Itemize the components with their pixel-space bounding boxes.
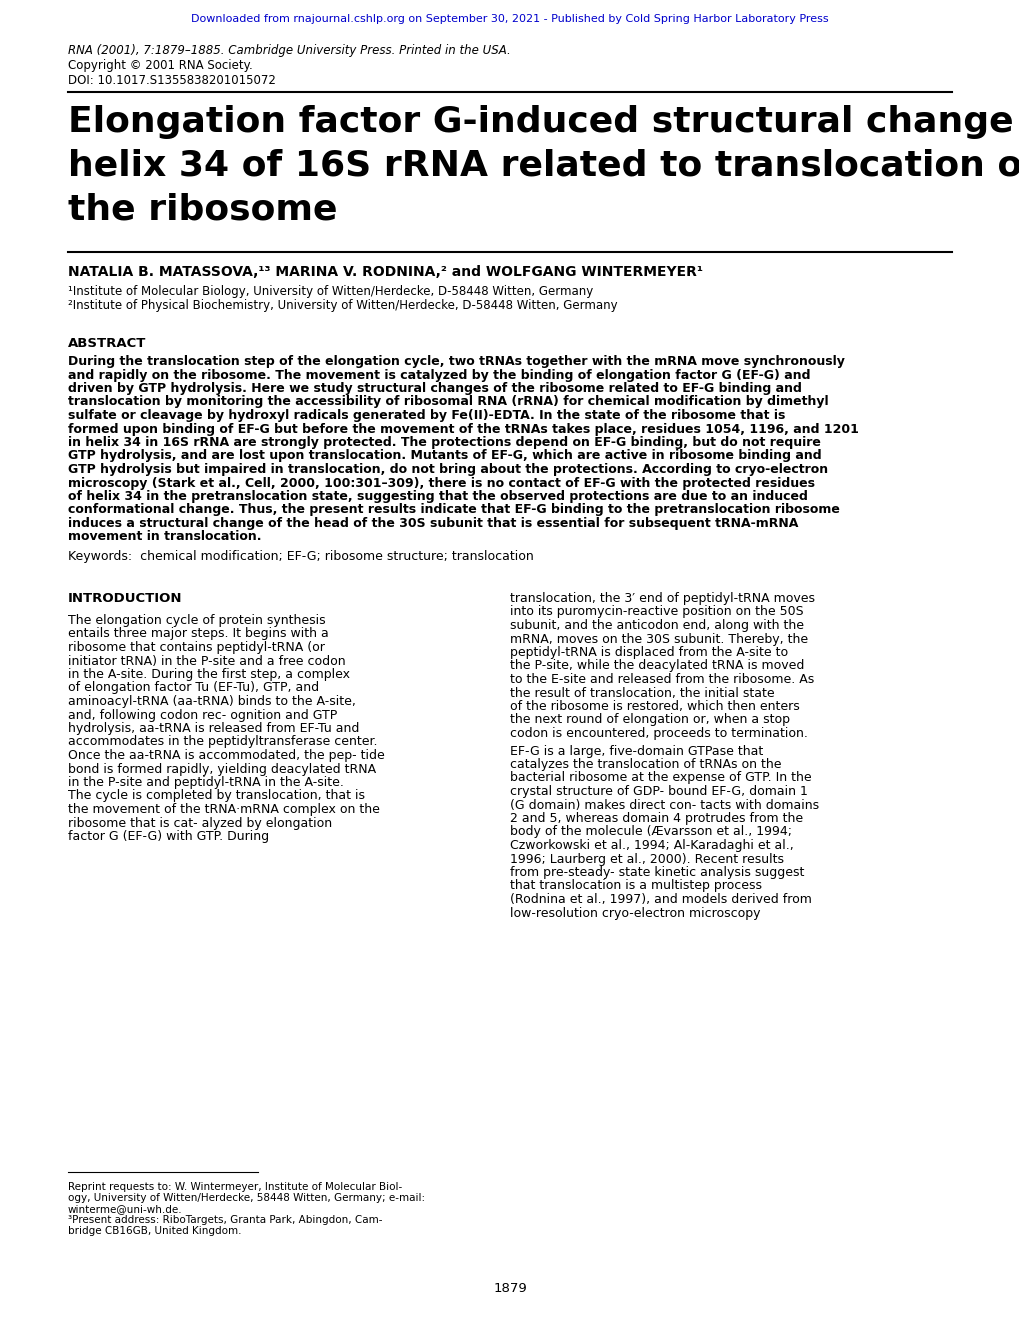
Text: hydrolysis, aa-tRNA is released from EF-Tu and: hydrolysis, aa-tRNA is released from EF-… [68, 722, 359, 735]
Text: and, following codon rec- ognition and GTP: and, following codon rec- ognition and G… [68, 709, 337, 722]
Text: aminoacyl-tRNA (aa-tRNA) binds to the A-site,: aminoacyl-tRNA (aa-tRNA) binds to the A-… [68, 696, 356, 708]
Text: GTP hydrolysis but impaired in translocation, do not bring about the protections: GTP hydrolysis but impaired in transloca… [68, 463, 827, 477]
Text: peptidyl-tRNA is displaced from the A-site to: peptidyl-tRNA is displaced from the A-si… [510, 645, 788, 659]
Text: Czworkowski et al., 1994; Al-Karadaghi et al.,: Czworkowski et al., 1994; Al-Karadaghi e… [510, 840, 793, 851]
Text: the ribosome: the ribosome [68, 193, 337, 227]
Text: the next round of elongation or, when a stop: the next round of elongation or, when a … [510, 714, 790, 726]
Text: microscopy (Stark et al., Cell, 2000, 100:301–309), there is no contact of EF-G : microscopy (Stark et al., Cell, 2000, 10… [68, 477, 814, 490]
Text: helix 34 of 16S rRNA related to translocation on: helix 34 of 16S rRNA related to transloc… [68, 149, 1019, 183]
Text: of helix 34 in the pretranslocation state, suggesting that the observed protecti: of helix 34 in the pretranslocation stat… [68, 490, 807, 503]
Text: crystal structure of GDP- bound EF-G, domain 1: crystal structure of GDP- bound EF-G, do… [510, 785, 807, 799]
Text: (Rodnina et al., 1997), and models derived from: (Rodnina et al., 1997), and models deriv… [510, 894, 811, 906]
Text: The elongation cycle of protein synthesis: The elongation cycle of protein synthesi… [68, 614, 325, 627]
Text: bacterial ribosome at the expense of GTP. In the: bacterial ribosome at the expense of GTP… [510, 771, 811, 784]
Text: 1996; Laurberg et al., 2000). Recent results: 1996; Laurberg et al., 2000). Recent res… [510, 853, 784, 866]
Text: in the A-site. During the first step, a complex: in the A-site. During the first step, a … [68, 668, 350, 681]
Text: subunit, and the anticodon end, along with the: subunit, and the anticodon end, along wi… [510, 619, 803, 632]
Text: the P-site, while the deacylated tRNA is moved: the P-site, while the deacylated tRNA is… [510, 660, 804, 672]
Text: Elongation factor G-induced structural change in: Elongation factor G-induced structural c… [68, 106, 1019, 139]
Text: EF-G is a large, five-domain GTPase that: EF-G is a large, five-domain GTPase that [510, 744, 762, 758]
Text: catalyzes the translocation of tRNAs on the: catalyzes the translocation of tRNAs on … [510, 758, 781, 771]
Text: ³Present address: RiboTargets, Granta Park, Abingdon, Cam-: ³Present address: RiboTargets, Granta Pa… [68, 1214, 382, 1225]
Text: The cycle is completed by translocation, that is: The cycle is completed by translocation,… [68, 789, 365, 803]
Text: low-resolution cryo-electron microscopy: low-resolution cryo-electron microscopy [510, 907, 760, 920]
Text: RNA (2001), 7:1879–1885. Cambridge University Press. Printed in the USA.: RNA (2001), 7:1879–1885. Cambridge Unive… [68, 44, 511, 57]
Text: movement in translocation.: movement in translocation. [68, 531, 261, 544]
Text: (G domain) makes direct con- tacts with domains: (G domain) makes direct con- tacts with … [510, 799, 818, 812]
Text: driven by GTP hydrolysis. Here we study structural changes of the ribosome relat: driven by GTP hydrolysis. Here we study … [68, 381, 801, 395]
Text: and rapidly on the ribosome. The movement is catalyzed by the binding of elongat: and rapidly on the ribosome. The movemen… [68, 368, 810, 381]
Text: Downloaded from rnajournal.cshlp.org on September 30, 2021 - Published by Cold S: Downloaded from rnajournal.cshlp.org on … [191, 15, 828, 24]
Text: initiator tRNA) in the P-site and a free codon: initiator tRNA) in the P-site and a free… [68, 655, 345, 668]
Text: winterme@uni-wh.de.: winterme@uni-wh.de. [68, 1204, 182, 1214]
Text: ribosome that contains peptidyl-tRNA (or: ribosome that contains peptidyl-tRNA (or [68, 642, 325, 653]
Text: 2 and 5, whereas domain 4 protrudes from the: 2 and 5, whereas domain 4 protrudes from… [510, 812, 802, 825]
Text: formed upon binding of EF-G but before the movement of the tRNAs takes place, re: formed upon binding of EF-G but before t… [68, 422, 858, 436]
Text: mRNA, moves on the 30S subunit. Thereby, the: mRNA, moves on the 30S subunit. Thereby,… [510, 632, 807, 645]
Text: the result of translocation, the initial state: the result of translocation, the initial… [510, 686, 773, 700]
Text: translocation, the 3′ end of peptidyl-tRNA moves: translocation, the 3′ end of peptidyl-tR… [510, 591, 814, 605]
Text: factor G (EF-G) with GTP. During: factor G (EF-G) with GTP. During [68, 830, 269, 843]
Text: DOI: 10.1017.S1355838201015072: DOI: 10.1017.S1355838201015072 [68, 74, 275, 87]
Text: GTP hydrolysis, and are lost upon translocation. Mutants of EF-G, which are acti: GTP hydrolysis, and are lost upon transl… [68, 450, 821, 462]
Text: bond is formed rapidly, yielding deacylated tRNA: bond is formed rapidly, yielding deacyla… [68, 763, 376, 776]
Text: conformational change. Thus, the present results indicate that EF-G binding to t: conformational change. Thus, the present… [68, 503, 839, 516]
Text: Keywords:  chemical modification; EF-G; ribosome structure; translocation: Keywords: chemical modification; EF-G; r… [68, 550, 533, 564]
Text: accommodates in the peptidyltransferase center.: accommodates in the peptidyltransferase … [68, 735, 377, 748]
Text: sulfate or cleavage by hydroxyl radicals generated by Fe(II)-EDTA. In the state : sulfate or cleavage by hydroxyl radicals… [68, 409, 785, 422]
Text: ogy, University of Witten/Herdecke, 58448 Witten, Germany; e-mail:: ogy, University of Witten/Herdecke, 5844… [68, 1193, 425, 1203]
Text: from pre-steady- state kinetic analysis suggest: from pre-steady- state kinetic analysis … [510, 866, 804, 879]
Text: to the E-site and released from the ribosome. As: to the E-site and released from the ribo… [510, 673, 813, 686]
Text: Copyright © 2001 RNA Society.: Copyright © 2001 RNA Society. [68, 59, 253, 73]
Text: ¹Institute of Molecular Biology, University of Witten/Herdecke, D-58448 Witten, : ¹Institute of Molecular Biology, Univers… [68, 285, 593, 298]
Text: into its puromycin-reactive position on the 50S: into its puromycin-reactive position on … [510, 606, 803, 619]
Text: translocation by monitoring the accessibility of ribosomal RNA (rRNA) for chemic: translocation by monitoring the accessib… [68, 396, 827, 408]
Text: in helix 34 in 16S rRNA are strongly protected. The protections depend on EF-G b: in helix 34 in 16S rRNA are strongly pro… [68, 436, 820, 449]
Text: 1879: 1879 [492, 1282, 527, 1295]
Text: INTRODUCTION: INTRODUCTION [68, 591, 182, 605]
Text: body of the molecule (Ævarsson et al., 1994;: body of the molecule (Ævarsson et al., 1… [510, 825, 791, 838]
Text: entails three major steps. It begins with a: entails three major steps. It begins wit… [68, 627, 328, 640]
Text: ribosome that is cat- alyzed by elongation: ribosome that is cat- alyzed by elongati… [68, 817, 332, 829]
Text: During the translocation step of the elongation cycle, two tRNAs together with t: During the translocation step of the elo… [68, 355, 844, 368]
Text: Once the aa-tRNA is accommodated, the pep- tide: Once the aa-tRNA is accommodated, the pe… [68, 748, 384, 762]
Text: Reprint requests to: W. Wintermeyer, Institute of Molecular Biol-: Reprint requests to: W. Wintermeyer, Ins… [68, 1181, 401, 1192]
Text: of elongation factor Tu (EF-Tu), GTP, and: of elongation factor Tu (EF-Tu), GTP, an… [68, 681, 319, 694]
Text: of the ribosome is restored, which then enters: of the ribosome is restored, which then … [510, 700, 799, 713]
Text: codon is encountered, proceeds to termination.: codon is encountered, proceeds to termin… [510, 727, 807, 741]
Text: ABSTRACT: ABSTRACT [68, 337, 147, 350]
Text: NATALIA B. MATASSOVA,¹³ MARINA V. RODNINA,² and WOLFGANG WINTERMEYER¹: NATALIA B. MATASSOVA,¹³ MARINA V. RODNIN… [68, 265, 702, 279]
Text: bridge CB16GB, United Kingdom.: bridge CB16GB, United Kingdom. [68, 1226, 242, 1236]
Text: induces a structural change of the head of the 30S subunit that is essential for: induces a structural change of the head … [68, 517, 798, 531]
Text: that translocation is a multistep process: that translocation is a multistep proces… [510, 879, 761, 892]
Text: in the P-site and peptidyl-tRNA in the A-site.: in the P-site and peptidyl-tRNA in the A… [68, 776, 343, 789]
Text: ²Institute of Physical Biochemistry, University of Witten/Herdecke, D-58448 Witt: ²Institute of Physical Biochemistry, Uni… [68, 300, 618, 312]
Text: the movement of the tRNA·mRNA complex on the: the movement of the tRNA·mRNA complex on… [68, 803, 379, 816]
